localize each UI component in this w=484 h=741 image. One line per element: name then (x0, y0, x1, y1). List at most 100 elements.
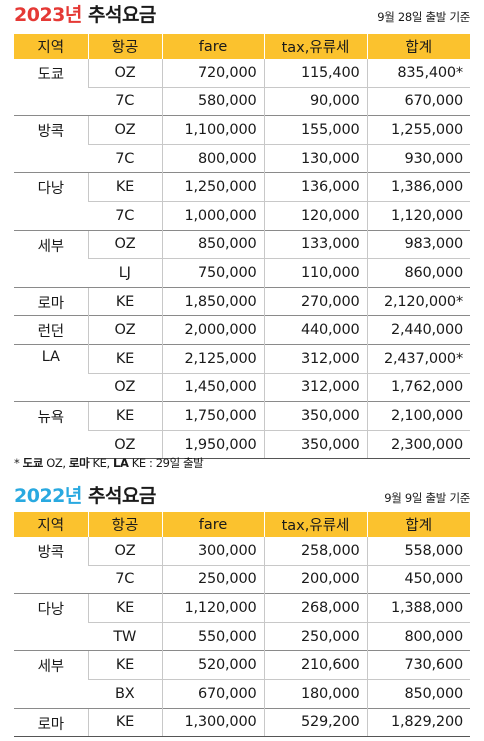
airline-cell: KE (87, 286, 162, 316)
tax-cell: 110,000 (263, 258, 367, 288)
fare-cell: 720,000 (161, 59, 264, 88)
tax-cell: 250,000 (263, 621, 367, 651)
total-cell: 2,300,000 (366, 429, 470, 460)
total-cell: 1,255,000 (366, 115, 470, 145)
table-row: 7C 250,000 200,000 450,000 (14, 564, 470, 594)
fare-cell: 250,000 (161, 564, 264, 594)
city-cell: 도쿄 (37, 67, 64, 83)
table-row: 7C 580,000 90,000 670,000 (14, 86, 470, 116)
table-header-row: 지역 항공 fare tax,유류세 합계 (14, 34, 470, 59)
table-row: 뉴욕 KE 1,750,000 350,000 2,100,000 (14, 401, 470, 459)
fare-cell: 1,850,000 (161, 286, 264, 316)
section-2023-header: 2023년 추석요금 9월 28일 출발 기준 (14, 2, 470, 30)
tax-cell: 130,000 (263, 143, 367, 173)
total-cell: 2,440,000 (366, 315, 470, 345)
city-cell: 런던 (14, 315, 88, 345)
total-cell: 800,000 (366, 621, 470, 651)
table-row: LA KE 2,125,000 312,000 2,437,000* (14, 343, 470, 402)
total-cell: 1,120,000 (366, 200, 470, 231)
table-row: 로마 KE 1,300,000 529,200 1,829,200 (14, 707, 470, 738)
header-fare: fare (161, 512, 264, 537)
total-cell: 1,386,000 (366, 172, 470, 202)
fare-cell: 750,000 (161, 258, 264, 288)
fare-cell: 550,000 (161, 621, 264, 651)
total-cell: 850,000 (366, 678, 470, 709)
table-row: 다낭 KE 1,120,000 268,000 1,388,000 (14, 593, 470, 651)
city-cell: 로마 (14, 707, 88, 738)
airline-cell: KE (87, 401, 162, 431)
city-cell: 세부 (14, 229, 88, 288)
footnote-text: KE : 29일 출발 (128, 456, 204, 470)
city-cell: 다낭 (14, 593, 88, 651)
fare-cell: 1,750,000 (161, 401, 264, 431)
fare-cell: 2,000,000 (161, 315, 264, 345)
departure-note: 9월 28일 출발 기준 (377, 10, 470, 24)
airline-cell: LJ (88, 258, 162, 288)
table-row: 세부 OZ 850,000 133,000 983,000 (14, 229, 470, 288)
header-tax: tax,유류세 (263, 34, 367, 59)
total-cell: 1,762,000 (366, 372, 470, 402)
fare-cell: 1,250,000 (161, 172, 264, 202)
city-cell: 뉴욕 (14, 401, 88, 459)
total-cell: 730,600 (366, 650, 470, 680)
section-2022-header: 2022년 추석요금 9월 9일 출발 기준 (14, 483, 470, 511)
fare-cell: 1,000,000 (161, 200, 264, 231)
airline-cell: 7C (88, 564, 162, 594)
tax-cell: 210,600 (263, 650, 367, 680)
fare-cell: 520,000 (161, 650, 264, 680)
total-cell: 450,000 (366, 564, 470, 594)
table-row: 방콕 OZ 1,100,000 155,000 1,255,000 (14, 115, 470, 173)
footnote-city: 도쿄 (22, 456, 44, 470)
airline-cell: 7C (88, 86, 162, 116)
total-cell: 2,437,000* (366, 343, 470, 374)
header-region: 지역 (14, 512, 88, 537)
section-title: 2022년 추석요금 (14, 481, 156, 508)
tax-cell: 312,000 (263, 372, 367, 402)
airline-cell: KE (87, 707, 162, 738)
airline-cell: OZ (87, 315, 162, 345)
table-row: 로마 KE 1,850,000 270,000 2,120,000* (14, 286, 470, 316)
footnote: * 도쿄 OZ, 로마 KE, LA KE : 29일 출발 (14, 455, 204, 471)
tax-cell: 268,000 (263, 593, 367, 623)
total-cell: 1,829,200 (366, 707, 470, 738)
total-cell: 983,000 (366, 229, 470, 259)
fare-table-2022: 지역 항공 fare tax,유류세 합계 방콕 OZ 300,000 258,000 558,… (14, 512, 470, 738)
fare-cell: 1,950,000 (161, 429, 264, 460)
airline-cell: OZ (87, 229, 162, 259)
footnote-text: KE, (89, 456, 114, 470)
total-cell: 860,000 (366, 258, 470, 288)
city-cell: 다낭 (14, 172, 88, 231)
airline-cell: OZ (87, 115, 162, 145)
header-region: 지역 (14, 34, 88, 59)
tax-cell: 440,000 (263, 315, 367, 345)
airline-cell: KE (87, 343, 162, 374)
footnote-city: 로마 (68, 456, 90, 470)
airline-cell: BX (88, 678, 162, 709)
city-cell: LA (14, 343, 88, 402)
header-fare: fare (161, 34, 264, 59)
table-row: BX 670,000 180,000 850,000 (14, 678, 470, 709)
tax-cell: 350,000 (263, 401, 367, 431)
total-cell: 558,000 (366, 537, 470, 566)
tax-cell: 136,000 (263, 172, 367, 202)
total-cell: 2,100,000 (366, 401, 470, 431)
year-label: 2023년 (14, 4, 82, 26)
section-title: 2023년 추석요금 (14, 0, 156, 27)
tax-cell: 180,000 (263, 678, 367, 709)
table-row: OZ 1,950,000 350,000 2,300,000 (14, 429, 470, 460)
fare-cell: 670,000 (161, 678, 264, 709)
total-cell: 670,000 (366, 86, 470, 116)
airline-cell: OZ (87, 59, 162, 88)
departure-note: 9월 9일 출발 기준 (384, 491, 470, 505)
tax-cell: 200,000 (263, 564, 367, 594)
table-row: 7C 1,000,000 120,000 1,120,000 (14, 200, 470, 231)
table-row: 세부 KE 520,000 210,600 730,600 (14, 650, 470, 709)
airline-cell: KE (87, 650, 162, 680)
table-row: LJ 750,000 110,000 860,000 (14, 258, 470, 288)
table-row: OZ 1,450,000 312,000 1,762,000 (14, 372, 470, 402)
fare-cell: 850,000 (161, 229, 264, 259)
airline-cell: KE (87, 172, 162, 202)
tax-cell: 90,000 (263, 86, 367, 116)
table-row: 도쿄 OZ 720,000 115,400 835,400* (14, 59, 470, 88)
tax-cell: 258,000 (263, 537, 367, 566)
